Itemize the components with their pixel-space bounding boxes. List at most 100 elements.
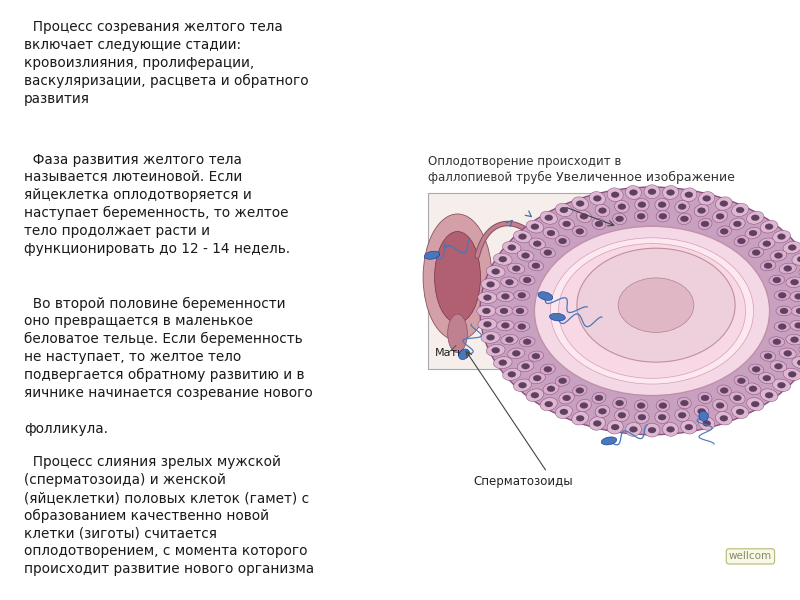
Ellipse shape [478,292,497,304]
Ellipse shape [699,411,708,421]
Circle shape [773,339,781,344]
Ellipse shape [746,398,764,410]
Ellipse shape [760,389,778,401]
Circle shape [560,207,568,213]
Ellipse shape [478,319,497,330]
Circle shape [482,308,490,314]
Circle shape [648,189,656,194]
Ellipse shape [634,411,649,424]
Ellipse shape [698,416,715,430]
Circle shape [562,395,570,401]
Ellipse shape [613,213,626,224]
Circle shape [523,339,531,344]
Ellipse shape [458,349,470,359]
Ellipse shape [717,226,731,237]
Ellipse shape [486,344,505,356]
Ellipse shape [634,199,649,211]
Ellipse shape [681,420,697,434]
Circle shape [560,409,568,415]
Circle shape [547,230,555,236]
Ellipse shape [555,236,570,247]
Ellipse shape [779,263,796,274]
Ellipse shape [543,227,559,239]
Circle shape [681,400,689,406]
Circle shape [512,350,520,356]
Ellipse shape [501,277,518,287]
Circle shape [531,392,539,398]
Circle shape [531,224,539,230]
Ellipse shape [662,422,678,436]
Ellipse shape [694,205,709,217]
Ellipse shape [792,253,800,265]
Text: Увеличенное изображение: Увеличенное изображение [556,171,735,184]
Ellipse shape [595,405,610,418]
Circle shape [798,360,800,365]
Ellipse shape [423,214,492,340]
Circle shape [685,424,693,430]
Ellipse shape [678,397,691,409]
Ellipse shape [576,210,591,223]
Circle shape [701,221,709,227]
Circle shape [658,202,666,208]
Circle shape [498,256,506,262]
Ellipse shape [494,253,512,265]
Circle shape [774,253,782,259]
Circle shape [611,424,619,430]
Circle shape [751,401,759,407]
Ellipse shape [540,398,558,410]
Circle shape [702,196,710,202]
Text: Процесс слияния зрелых мужской
(сперматозоида) и женской
(яйцеклетки) половых кл: Процесс слияния зрелых мужской (спермато… [24,455,314,576]
Ellipse shape [791,306,800,316]
Ellipse shape [519,275,535,285]
Ellipse shape [494,356,512,368]
Circle shape [492,347,500,353]
Circle shape [765,392,773,398]
Ellipse shape [559,218,574,230]
Circle shape [518,382,526,388]
Circle shape [648,427,656,433]
Ellipse shape [773,379,790,391]
Circle shape [615,400,623,406]
Circle shape [678,412,686,418]
Ellipse shape [783,368,800,380]
Circle shape [522,253,530,259]
Ellipse shape [779,348,796,359]
Ellipse shape [526,389,544,401]
Circle shape [666,190,674,196]
Ellipse shape [555,376,570,386]
Circle shape [492,269,500,274]
Circle shape [550,238,754,384]
Circle shape [594,196,602,202]
Ellipse shape [555,405,572,418]
Ellipse shape [715,412,732,425]
Circle shape [518,323,526,329]
Ellipse shape [734,376,749,386]
Circle shape [544,367,552,372]
Ellipse shape [758,373,775,384]
Ellipse shape [529,373,546,384]
Circle shape [533,241,541,247]
Text: Во второй половине беременности
оно превращается в маленькое
беловатое тельце. Е: Во второй половине беременности оно прев… [24,296,313,436]
Circle shape [778,382,786,388]
Circle shape [598,208,606,214]
Ellipse shape [495,306,513,316]
Ellipse shape [595,205,610,217]
Circle shape [798,256,800,262]
Circle shape [611,192,619,197]
Ellipse shape [572,197,589,210]
Ellipse shape [774,290,790,300]
Ellipse shape [614,200,629,213]
Circle shape [533,293,542,300]
Ellipse shape [434,232,481,323]
Text: Матка: Матка [434,348,471,358]
Ellipse shape [694,405,709,418]
Ellipse shape [769,337,785,347]
Circle shape [734,395,742,401]
Circle shape [637,214,645,219]
Ellipse shape [518,281,541,309]
Circle shape [480,187,800,435]
Ellipse shape [514,322,530,331]
Ellipse shape [559,392,574,404]
Ellipse shape [746,211,764,224]
Ellipse shape [634,211,648,222]
